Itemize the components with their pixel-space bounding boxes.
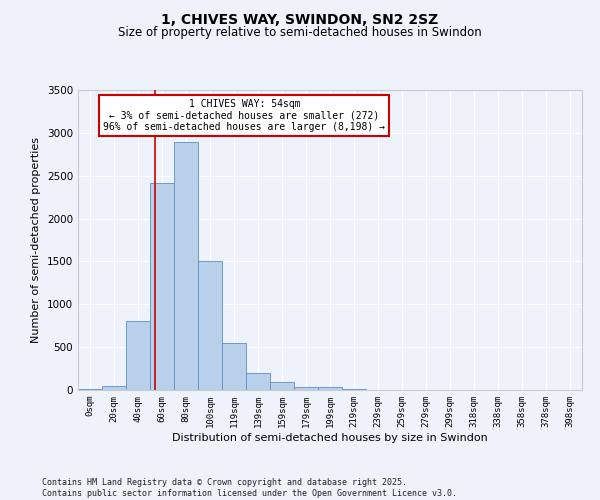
Bar: [174, 142, 198, 390]
Text: 1, CHIVES WAY, SWINDON, SN2 2SZ: 1, CHIVES WAY, SWINDON, SN2 2SZ: [161, 12, 439, 26]
Bar: [102, 386, 126, 390]
Bar: [150, 182, 174, 390]
Text: 1 CHIVES WAY: 54sqm
← 3% of semi-detached houses are smaller (272)
96% of semi-d: 1 CHIVES WAY: 54sqm ← 3% of semi-detache…: [103, 99, 385, 132]
Bar: [270, 382, 294, 390]
Bar: [342, 389, 366, 390]
Bar: [318, 387, 342, 390]
X-axis label: Distribution of semi-detached houses by size in Swindon: Distribution of semi-detached houses by …: [172, 432, 488, 442]
Bar: [78, 389, 102, 390]
Bar: [246, 374, 270, 390]
Bar: [198, 260, 222, 390]
Bar: [126, 322, 150, 390]
Text: Size of property relative to semi-detached houses in Swindon: Size of property relative to semi-detach…: [118, 26, 482, 39]
Text: Contains HM Land Registry data © Crown copyright and database right 2025.
Contai: Contains HM Land Registry data © Crown c…: [42, 478, 457, 498]
Y-axis label: Number of semi-detached properties: Number of semi-detached properties: [31, 137, 41, 343]
Bar: [222, 343, 246, 390]
Bar: [294, 387, 318, 390]
